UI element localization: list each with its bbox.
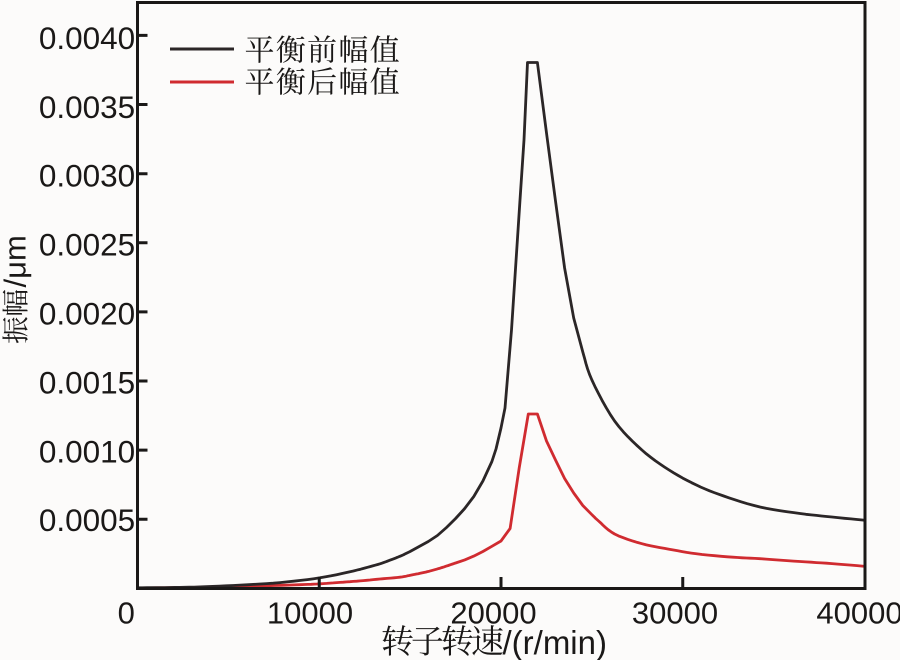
svg-text:0.0005: 0.0005 — [39, 502, 135, 538]
svg-text:0.0010: 0.0010 — [39, 433, 135, 469]
svg-text:0.0025: 0.0025 — [39, 227, 135, 263]
svg-text:0.0015: 0.0015 — [39, 364, 135, 400]
svg-text:30000: 30000 — [632, 595, 718, 630]
svg-text:0.0035: 0.0035 — [39, 89, 135, 125]
svg-text:/μm: /μm — [0, 235, 33, 287]
svg-text:/(r/min): /(r/min) — [503, 624, 607, 660]
svg-text:20000: 20000 — [450, 595, 536, 630]
svg-text:0.0020: 0.0020 — [39, 296, 135, 332]
svg-text:0.0040: 0.0040 — [39, 20, 135, 56]
svg-text:0: 0 — [118, 595, 135, 630]
svg-text:10000: 10000 — [267, 595, 353, 630]
svg-text:0.0030: 0.0030 — [39, 158, 135, 194]
svg-text:40000: 40000 — [816, 595, 900, 630]
